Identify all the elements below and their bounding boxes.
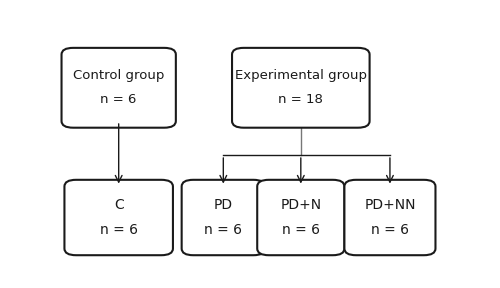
Text: n = 6: n = 6	[100, 94, 137, 107]
Text: n = 6: n = 6	[371, 223, 409, 237]
Text: n = 6: n = 6	[282, 223, 320, 237]
FancyBboxPatch shape	[182, 180, 265, 255]
Text: Experimental group: Experimental group	[235, 69, 367, 82]
Text: n = 6: n = 6	[204, 223, 242, 237]
FancyBboxPatch shape	[62, 48, 176, 128]
Text: n = 18: n = 18	[278, 94, 323, 107]
Text: PD+NN: PD+NN	[364, 198, 416, 212]
FancyBboxPatch shape	[232, 48, 370, 128]
Text: Control group: Control group	[73, 69, 164, 82]
Text: C: C	[114, 198, 124, 212]
FancyBboxPatch shape	[64, 180, 173, 255]
Text: n = 6: n = 6	[100, 223, 138, 237]
Text: PD: PD	[214, 198, 233, 212]
Text: PD+N: PD+N	[280, 198, 322, 212]
FancyBboxPatch shape	[344, 180, 436, 255]
FancyBboxPatch shape	[257, 180, 344, 255]
